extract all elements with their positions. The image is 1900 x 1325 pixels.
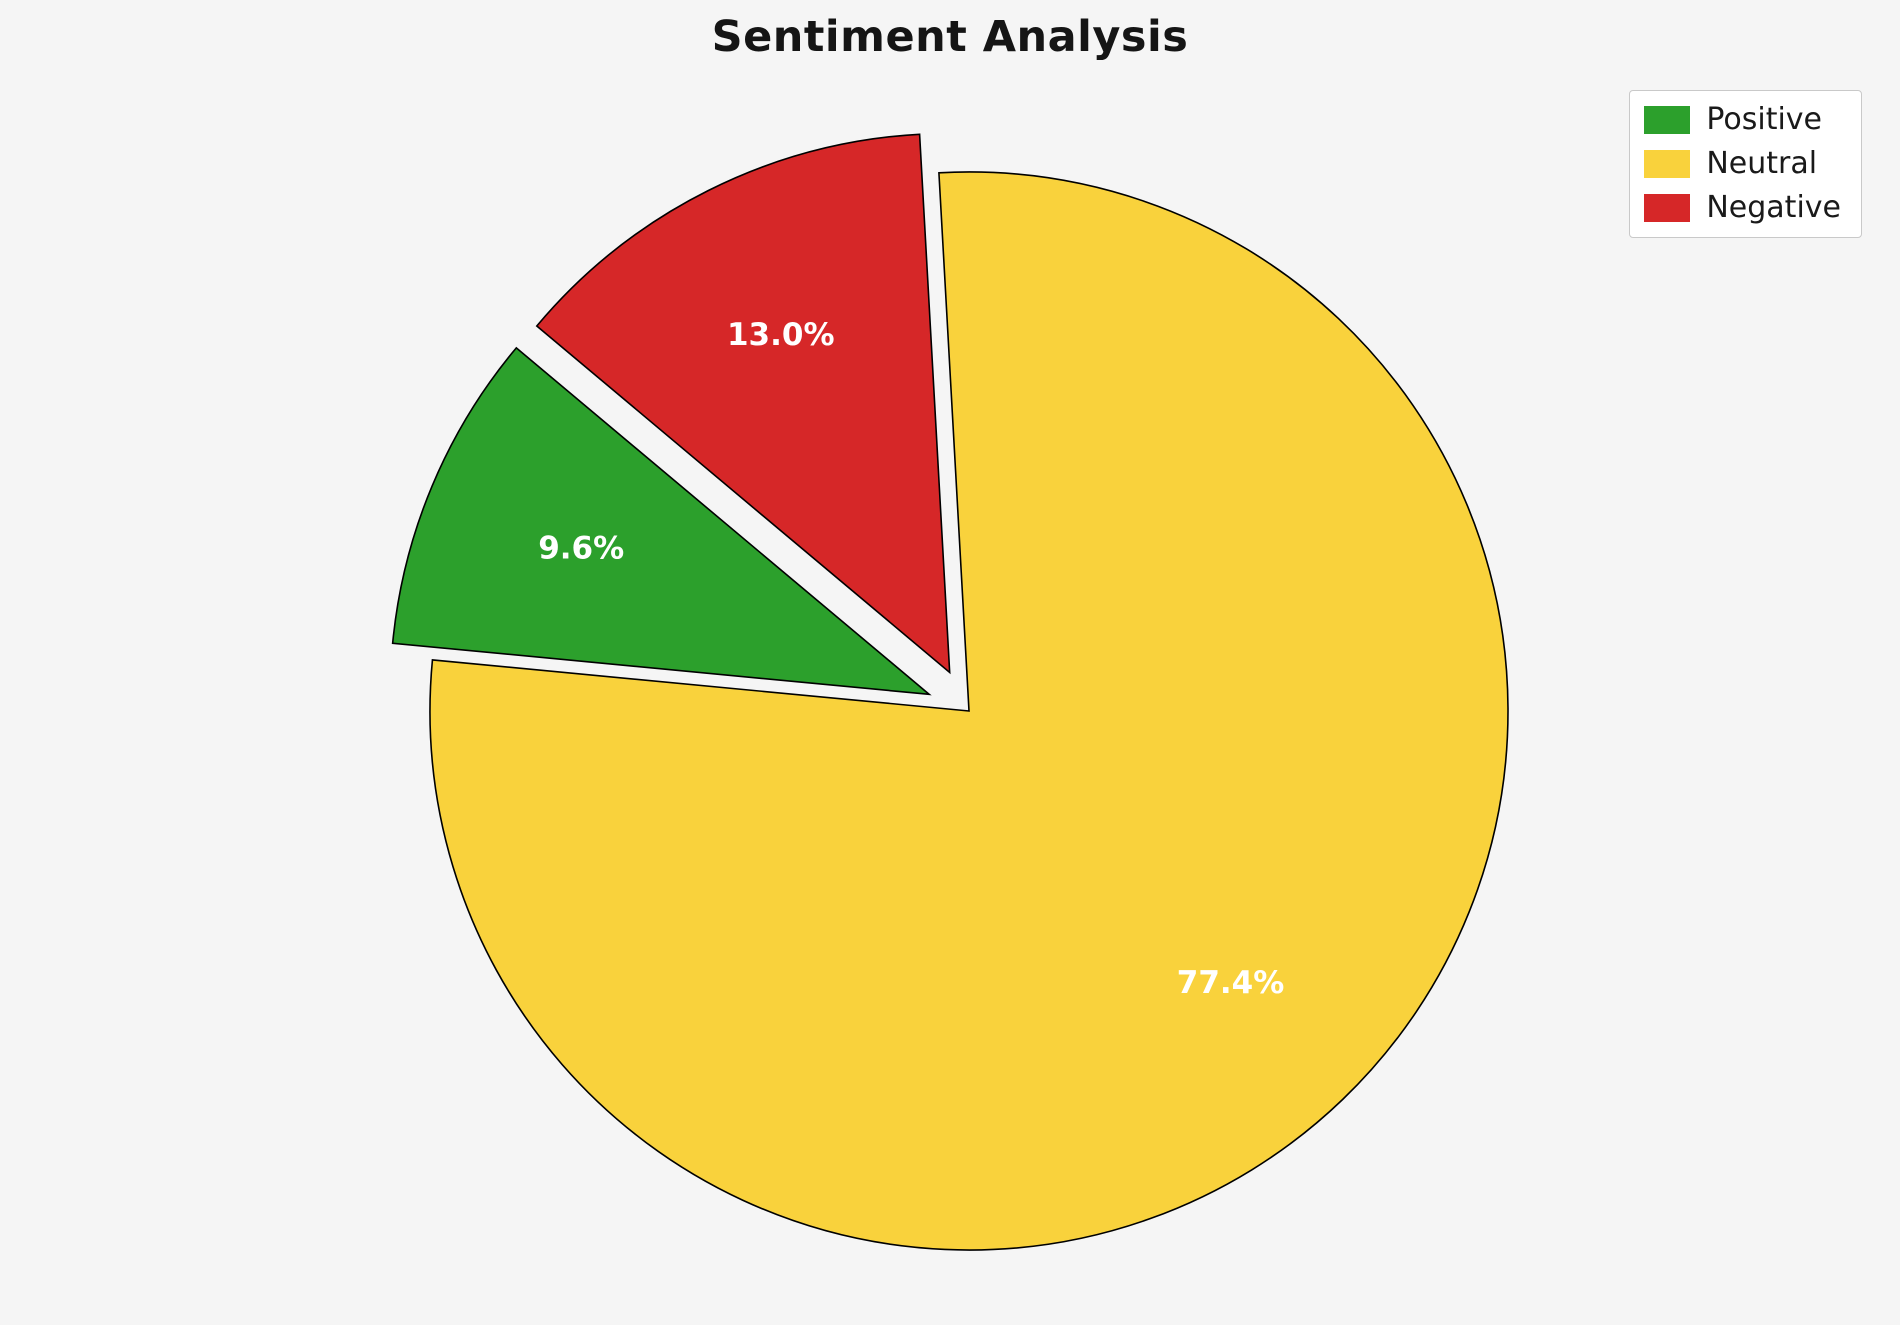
pie-label-negative: 13.0%: [727, 317, 835, 353]
pie-slice-positive: [391, 346, 932, 696]
legend-swatch-positive: [1644, 106, 1691, 134]
legend-swatch-negative: [1644, 194, 1691, 222]
legend: Positive Neutral Negative: [1629, 90, 1862, 238]
legend-label: Neutral: [1706, 146, 1818, 181]
legend-swatch-neutral: [1644, 150, 1691, 178]
pie-label-positive: 9.6%: [538, 531, 624, 567]
legend-item-negative: Negative: [1644, 193, 1841, 223]
legend-label: Negative: [1706, 190, 1841, 225]
pie-slice-negative: [535, 133, 951, 675]
legend-item-positive: Positive: [1644, 105, 1841, 135]
pie-label-neutral: 77.4%: [1177, 965, 1285, 1001]
pie-slice-neutral: [429, 171, 1509, 1251]
legend-item-neutral: Neutral: [1644, 149, 1841, 179]
legend-label: Positive: [1706, 102, 1823, 137]
chart-title: Sentiment Analysis: [711, 12, 1189, 62]
